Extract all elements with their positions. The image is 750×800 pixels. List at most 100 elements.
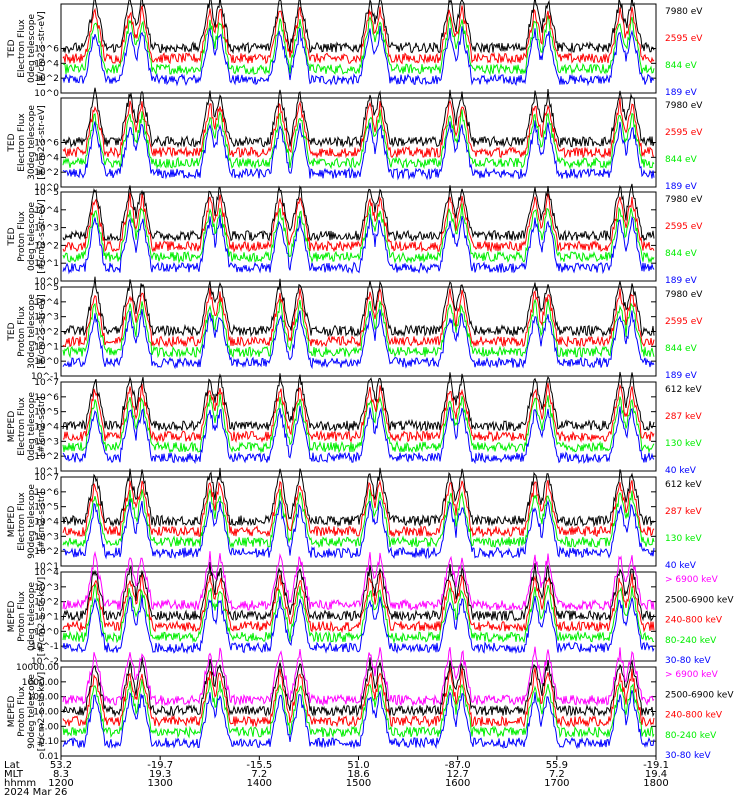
y-tick-label: 0.01	[39, 752, 59, 762]
y-tick-label: 10^1	[34, 467, 59, 477]
legend-entry: 2500-6900 keV	[665, 690, 734, 700]
y-axis-label-line: MEPED	[7, 601, 17, 633]
legend-entry: 2595 eV	[665, 317, 703, 327]
series-red-trace	[62, 98, 654, 160]
legend-entry: 30-80 keV	[665, 751, 711, 761]
legend-entry: 189 eV	[665, 88, 698, 98]
y-tick-label: 10^2	[34, 452, 59, 462]
series-green-trace	[62, 678, 655, 739]
y-tick-label: 10^2	[34, 168, 59, 178]
y-axis-label-line: 0deg telescope	[27, 582, 37, 652]
legend-entry: 7980 eV	[665, 290, 703, 300]
y-axis-label-line: Electron Flux	[17, 397, 27, 456]
series-blue-trace	[62, 213, 655, 275]
legend-entry: 287 keV	[665, 507, 702, 517]
y-tick-label: 10^4	[34, 298, 59, 308]
x-tick-mlt: 8.3	[53, 769, 69, 780]
y-axis-label-line: [#/cm2-s-str]	[37, 491, 47, 551]
y-axis-label: MEPED Electron Flux 90deg telescope [#/cm2-…	[7, 484, 47, 559]
legend-entry: 240-800 keV	[665, 616, 723, 626]
y-axis-label-line: TED	[7, 39, 17, 58]
series-blue-trace	[62, 120, 655, 181]
legend-entry: 80-240 keV	[665, 636, 717, 646]
y-axis-label: MEPED Proton Flux 0deg telescope [#/cm2-s-s…	[7, 577, 47, 656]
y-tick-label: 10^0	[34, 627, 59, 637]
series-blue-trace	[62, 405, 655, 465]
y-axis-label-line: [#/cm2-s-str-eV]	[37, 11, 47, 86]
series-red-trace	[62, 5, 655, 65]
series-blue-trace	[62, 594, 655, 655]
y-tick-label: 10^6	[34, 139, 59, 149]
legend-entry: 80-240 keV	[665, 731, 717, 741]
y-tick-label: 10^1	[34, 259, 59, 269]
legend-entry: 2595 eV	[665, 222, 703, 232]
x-tick-mlt: 12.7	[447, 769, 469, 780]
y-axis-label: TED Proton Flux 0deg telescope [#/cm2-s-str…	[7, 199, 47, 274]
y-tick-label: 10^1	[34, 342, 59, 352]
series-green-trace	[62, 15, 655, 76]
y-axis-label: TED Electron Flux 0deg telescope [#/cm2-s-s…	[7, 11, 47, 86]
series-black-trace	[62, 87, 655, 149]
series-blue-trace	[62, 25, 655, 87]
legend-entry: 2595 eV	[665, 128, 703, 138]
y-axis-label-line: Electron Flux	[17, 492, 27, 551]
y-axis-label-line: [#/cm2-s-str-keV]	[37, 672, 47, 751]
y-tick-label: 10^5	[34, 188, 59, 198]
series-green-trace	[62, 109, 655, 170]
axis-row-label-lat: Lat	[4, 760, 20, 771]
y-axis-label-line: [#/cm2-s-str]	[37, 396, 47, 456]
y-axis-label-line: Electron Flux	[17, 19, 27, 78]
y-axis-label-line: TED	[7, 227, 17, 246]
y-axis-label-line: 0deg telescope	[27, 202, 37, 272]
y-axis-label-line: 0deg telescope	[27, 14, 37, 84]
y-tick-label: 10^4	[34, 59, 59, 69]
legend-entry: > 6900 keV	[665, 575, 719, 585]
y-axis-label-line: TED	[7, 133, 17, 152]
y-axis-label-line: Proton Flux	[17, 591, 27, 642]
x-tick-mlt: 19.3	[149, 769, 171, 780]
y-tick-label: 10^1	[34, 613, 59, 623]
y-tick-label: 10^3	[34, 437, 59, 447]
y-axis-label-line: [#/cm2-s-str-eV]	[37, 105, 47, 180]
y-axis-label-line: Proton Flux	[17, 306, 27, 357]
axis-row-label-hhmm: hhmm	[4, 778, 36, 789]
y-tick-label: 10^2	[34, 74, 59, 84]
series-green-trace	[62, 298, 655, 359]
y-tick-label: 10^2	[34, 241, 59, 251]
y-tick-label: 10^4	[34, 153, 59, 163]
legend-entry: 130 keV	[665, 534, 702, 544]
x-tick-mlt: 7.2	[251, 769, 267, 780]
y-axis-label-line: 30deg telescope	[27, 105, 37, 180]
y-axis-label: TED Proton Flux 30deg telescope [#/cm2-s-st…	[7, 294, 47, 369]
x-tick-hhmm: 1400	[247, 778, 272, 789]
y-tick-label: 10000.00	[16, 663, 59, 673]
y-tick-label: 10^5	[34, 503, 59, 513]
y-axis-label-line: MEPED	[7, 411, 17, 443]
series-black-trace	[62, 656, 655, 718]
legend-entry: 2500-6900 keV	[665, 595, 734, 605]
x-tick-mlt: 19.4	[645, 769, 667, 780]
x-tick-hhmm: 1200	[48, 778, 73, 789]
y-tick-label: 10^2	[34, 328, 59, 338]
y-tick-label: 10^7	[34, 378, 59, 388]
series-green-trace	[62, 583, 655, 644]
y-tick-label: 10^0	[34, 89, 59, 99]
y-tick-label: 1000.00	[22, 678, 59, 688]
legend-entry: 287 keV	[665, 412, 702, 422]
legend-entry: 844 eV	[665, 155, 698, 165]
series-green-trace	[62, 393, 655, 454]
x-tick-lat: 51.0	[347, 760, 369, 771]
y-tick-label: 10^2	[34, 547, 59, 557]
legend-entry: > 6900 keV	[665, 670, 719, 680]
series-blue-trace	[62, 309, 655, 370]
y-tick-label: 10.00	[33, 708, 59, 718]
y-axis-label: MEPED Electron Flux 0deg telescope [#/cm2-s…	[7, 392, 47, 462]
legend-entry: 7980 eV	[665, 7, 703, 17]
x-tick-hhmm: 1500	[346, 778, 371, 789]
x-tick-mlt: 18.6	[347, 769, 369, 780]
